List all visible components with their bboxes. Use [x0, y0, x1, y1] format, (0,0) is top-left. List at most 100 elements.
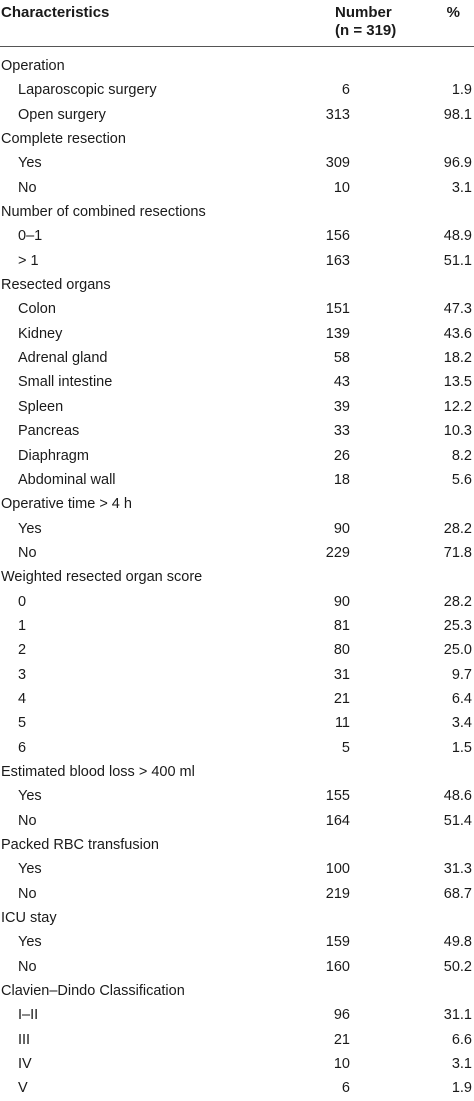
row-number: 21: [333, 690, 350, 707]
row-number: 6: [341, 82, 350, 99]
table-row: Laparoscopic surgery 6 1.9: [0, 78, 474, 102]
table-row: Yes 159 49.8: [0, 930, 474, 954]
row-percent: 6.4: [451, 690, 472, 707]
row-number: 21: [333, 1031, 350, 1048]
row-number: 90: [333, 593, 350, 610]
row-percent: 31.3: [443, 861, 472, 878]
row-percent: 9.7: [451, 666, 472, 683]
table-row: Yes 100 31.3: [0, 857, 474, 881]
table-row: No 10 3.1: [0, 176, 474, 200]
group-label: Operation: [1, 58, 65, 74]
row-percent: 48.6: [443, 788, 472, 805]
row-label: V: [18, 1080, 28, 1097]
table-body: Operation Laparoscopic surgery 6 1.9 Open su…: [0, 54, 474, 1101]
row-label: 2: [18, 642, 27, 659]
row-number: 31: [333, 666, 350, 683]
row-number: 90: [333, 520, 350, 537]
row-label: Spleen: [18, 398, 64, 415]
table-row: IV 10 3.1: [0, 1052, 474, 1076]
row-percent: 28.2: [443, 520, 472, 537]
row-number: 229: [325, 544, 350, 561]
header-number-label: Number: [335, 4, 392, 21]
row-label: 6: [18, 739, 27, 756]
row-label: No: [18, 179, 37, 196]
row-label: 0–1: [18, 228, 43, 245]
row-number: 156: [325, 228, 350, 245]
row-percent: 43.6: [443, 325, 472, 342]
header-characteristics: Characteristics: [1, 4, 110, 21]
row-percent: 68.7: [443, 885, 472, 902]
row-number: 160: [325, 958, 350, 975]
row-label: 3: [18, 666, 27, 683]
row-percent: 1.9: [451, 1080, 472, 1097]
row-percent: 49.8: [443, 934, 472, 951]
row-percent: 96.9: [443, 155, 472, 172]
table-group-row: Resected organs: [0, 273, 474, 297]
row-number: 58: [333, 350, 350, 367]
row-label: Yes: [18, 934, 42, 951]
row-percent: 6.6: [451, 1031, 472, 1048]
row-label: > 1: [18, 252, 39, 269]
table-row: I–II 96 31.1: [0, 1003, 474, 1027]
table-row: Yes 155 48.6: [0, 784, 474, 808]
group-label: Operative time > 4 h: [1, 496, 132, 513]
row-label: Pancreas: [18, 423, 80, 440]
header-divider: [0, 46, 474, 47]
row-percent: 51.4: [443, 812, 472, 829]
row-label: 5: [18, 715, 27, 732]
group-label: Estimated blood loss > 400 ml: [1, 763, 195, 780]
row-number: 33: [333, 423, 350, 440]
table-row: Kidney 139 43.6: [0, 322, 474, 346]
row-number: 309: [325, 155, 350, 172]
group-label: Packed RBC transfusion: [1, 837, 159, 853]
table-group-row: Estimated blood loss > 400 ml: [0, 760, 474, 784]
row-label: Yes: [18, 861, 42, 878]
row-label: III: [18, 1031, 31, 1048]
table-row: Abdominal wall 18 5.6: [0, 468, 474, 492]
row-number: 96: [333, 1007, 350, 1024]
header-percent: %: [446, 4, 460, 21]
row-number: 155: [325, 788, 350, 805]
table-group-row: Number of combined resections: [0, 200, 474, 224]
table-group-row: Operative time > 4 h: [0, 492, 474, 516]
row-label: IV: [18, 1056, 32, 1073]
row-percent: 71.8: [443, 544, 472, 561]
group-label: ICU stay: [1, 910, 57, 927]
group-label: Weighted resected organ score: [1, 569, 203, 586]
group-label: Resected organs: [1, 277, 111, 294]
row-label: 0: [18, 593, 27, 610]
table-row: 0 90 28.2: [0, 590, 474, 614]
table-row: 1 81 25.3: [0, 614, 474, 638]
row-number: 164: [325, 812, 350, 829]
table-row: No 160 50.2: [0, 955, 474, 979]
header-number-n: (n = 319): [335, 22, 397, 39]
row-percent: 31.1: [443, 1007, 472, 1024]
row-label: Laparoscopic surgery: [18, 82, 157, 99]
row-label: Colon: [18, 301, 56, 318]
table-row: Pancreas 33 10.3: [0, 419, 474, 443]
table-row: 6 5 1.5: [0, 736, 474, 760]
row-label: I–II: [18, 1007, 39, 1024]
table-row: 2 80 25.0: [0, 638, 474, 662]
table-row: 0–1 156 48.9: [0, 224, 474, 248]
table-row: No 164 51.4: [0, 809, 474, 833]
table-row: V 6 1.9: [0, 1076, 474, 1100]
table-row: Yes 90 28.2: [0, 517, 474, 541]
table-row: Small intestine 43 13.5: [0, 370, 474, 394]
table-row: 4 21 6.4: [0, 687, 474, 711]
row-number: 139: [325, 325, 350, 342]
row-percent: 13.5: [443, 374, 472, 391]
row-percent: 98.1: [443, 106, 472, 123]
group-label: Number of combined resections: [1, 204, 206, 221]
row-percent: 12.2: [443, 398, 472, 415]
row-number: 80: [333, 642, 350, 659]
group-label: Complete resection: [1, 131, 126, 148]
row-label: 4: [18, 690, 27, 707]
row-percent: 48.9: [443, 228, 472, 245]
row-label: No: [18, 812, 37, 829]
row-percent: 50.2: [443, 958, 472, 975]
row-label: Yes: [18, 520, 42, 537]
table-row: III 21 6.6: [0, 1028, 474, 1052]
table-row: 5 11 3.4: [0, 711, 474, 735]
table-row: Adrenal gland 58 18.2: [0, 346, 474, 370]
